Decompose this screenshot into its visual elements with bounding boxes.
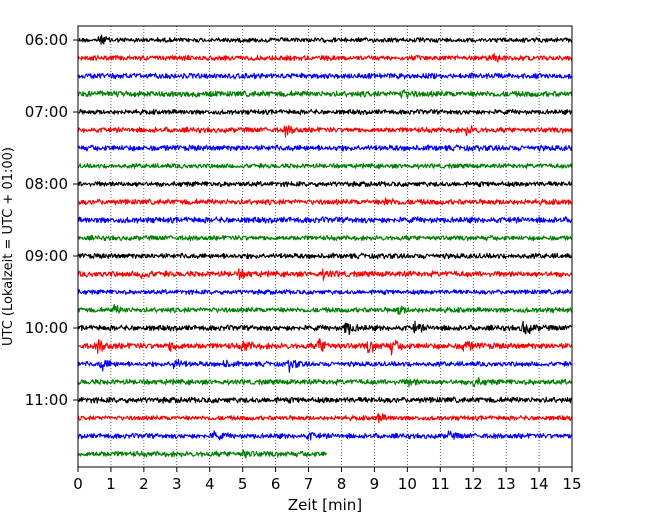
trace-line	[77, 108, 573, 116]
x-tick-label: 0	[73, 475, 83, 493]
y-tick-label: 09:00	[25, 247, 68, 265]
trace-line	[77, 197, 573, 206]
x-tick-label: 3	[172, 475, 182, 493]
trace-line	[77, 376, 573, 388]
trace-line	[77, 430, 572, 441]
x-tick-label: 1	[106, 475, 116, 493]
trace-line	[77, 216, 573, 224]
trace-line	[77, 34, 573, 45]
y-tick-label: 06:00	[25, 31, 68, 49]
trace-line	[77, 252, 573, 260]
trace-group	[77, 34, 573, 459]
trace-line	[77, 52, 573, 63]
trace-line	[77, 412, 573, 424]
trace-line	[77, 449, 328, 459]
trace-line	[77, 288, 573, 296]
trace-line	[77, 268, 573, 281]
trace-line	[77, 162, 573, 170]
x-axis-ticks: 0 1 2 3 4 5 6 7 8 9 10 11 12 13 14 15	[73, 467, 582, 493]
x-tick-label: 15	[562, 475, 581, 493]
x-tick-label: 5	[238, 475, 248, 493]
trace-line	[77, 358, 572, 373]
y-axis-ticks: 06:00 07:00 08:00 09:00 10:00 11:00	[25, 31, 78, 409]
y-tick-label: 11:00	[25, 391, 68, 409]
y-axis-label: UTC (Lokalzeit = UTC + 01:00)	[1, 147, 16, 346]
x-tick-label: 8	[337, 475, 347, 493]
trace-line	[77, 89, 573, 99]
x-tick-label: 11	[431, 475, 450, 493]
x-tick-label: 6	[271, 475, 281, 493]
x-tick-label: 4	[205, 475, 215, 493]
x-tick-label: 7	[304, 475, 314, 493]
x-tick-label: 12	[464, 475, 483, 493]
x-tick-label: 13	[497, 475, 516, 493]
x-tick-label: 14	[530, 475, 549, 493]
y-tick-label: 08:00	[25, 175, 68, 193]
trace-line	[77, 144, 573, 152]
y-tick-label: 07:00	[25, 103, 68, 121]
trace-line	[77, 234, 573, 242]
plot-frame	[77, 25, 573, 468]
x-axis-label: Zeit [min]	[288, 496, 362, 514]
trace-line	[77, 338, 573, 356]
x-tick-label: 9	[370, 475, 380, 493]
y-tick-label: 10:00	[25, 319, 68, 337]
trace-line	[77, 304, 573, 315]
x-tick-label: 10	[398, 475, 417, 493]
trace-line	[77, 180, 573, 188]
trace-line	[77, 72, 573, 80]
trace-line	[77, 320, 573, 336]
x-tick-label: 2	[139, 475, 149, 493]
trace-line	[77, 396, 573, 404]
trace-line	[77, 125, 573, 138]
